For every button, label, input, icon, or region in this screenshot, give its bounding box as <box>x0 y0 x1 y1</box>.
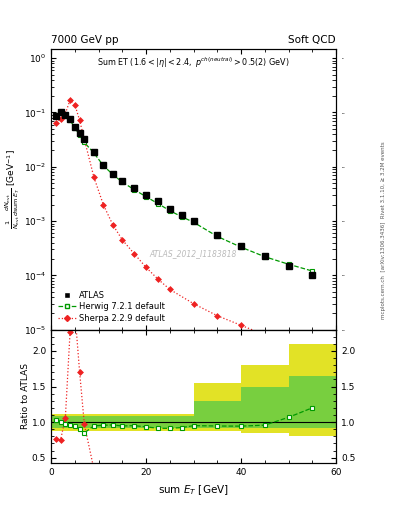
Text: Soft QCD: Soft QCD <box>288 35 336 45</box>
Text: ATLAS_2012_I1183818: ATLAS_2012_I1183818 <box>150 249 237 258</box>
Y-axis label: Ratio to ATLAS: Ratio to ATLAS <box>22 364 31 430</box>
Y-axis label: $\frac{1}{N_\mathrm{evt}}\frac{d N_\mathrm{evt}}{d\mathrm{sum}\ E_T}\ [\mathrm{G: $\frac{1}{N_\mathrm{evt}}\frac{d N_\math… <box>4 149 22 229</box>
Text: mcplots.cern.ch  [arXiv:1306.3436]  Rivet 3.1.10, ≥ 3.2M events: mcplots.cern.ch [arXiv:1306.3436] Rivet … <box>381 142 386 319</box>
Text: Sum ET $(1.6 < |\eta| < 2.4,\ p^{ch(neutral)} > 0.5(2)\ \mathrm{GeV})$: Sum ET $(1.6 < |\eta| < 2.4,\ p^{ch(neut… <box>97 56 290 70</box>
Legend: ATLAS, Herwig 7.2.1 default, Sherpa 2.2.9 default: ATLAS, Herwig 7.2.1 default, Sherpa 2.2.… <box>55 288 168 326</box>
Text: 7000 GeV pp: 7000 GeV pp <box>51 35 119 45</box>
X-axis label: sum $E_T$ [GeV]: sum $E_T$ [GeV] <box>158 483 229 497</box>
